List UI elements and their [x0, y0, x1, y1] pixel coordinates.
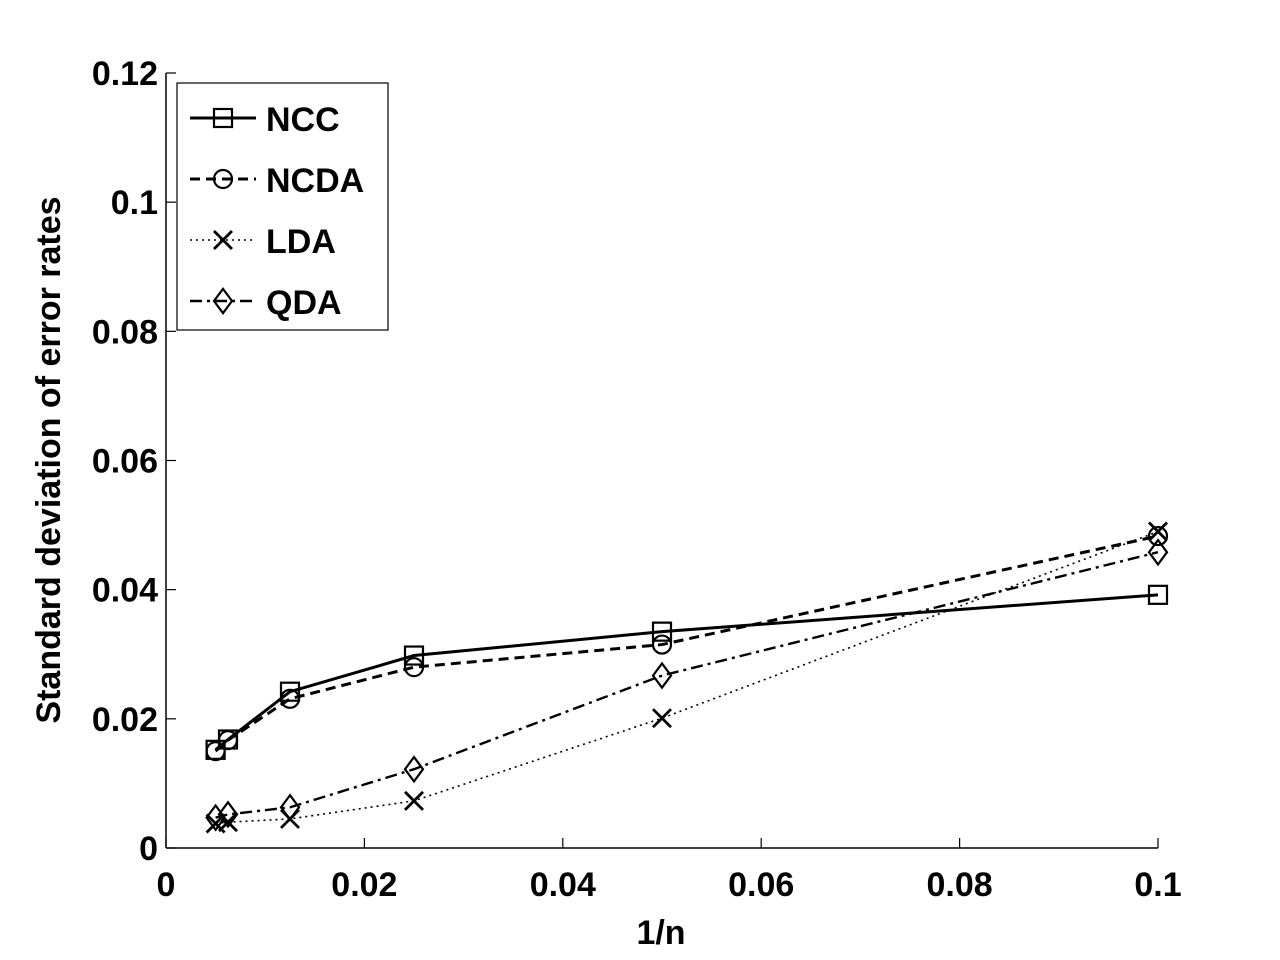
series-ncda	[205, 525, 1169, 762]
legend: NCC NCDA LDA QDA	[176, 82, 389, 331]
marker-square	[651, 621, 673, 642]
legend-label: QDA	[266, 284, 342, 322]
marker-x	[213, 230, 233, 250]
y-tick-label: 0.02	[92, 701, 158, 739]
marker-circle	[651, 634, 673, 655]
x-axis-label: 1/n	[636, 914, 685, 952]
marker-diamond	[651, 661, 673, 690]
marker-square	[403, 645, 425, 666]
y-tick-label: 0.06	[92, 443, 158, 481]
marker-x	[652, 708, 672, 729]
series-layer	[205, 521, 1169, 834]
marker-square	[279, 681, 301, 702]
series-line	[214, 593, 1159, 751]
y-tick-label: 0.12	[92, 55, 158, 93]
legend-item-lda: LDA	[190, 223, 336, 261]
marker-diamond	[1147, 538, 1169, 567]
legend-item-ncc: NCC	[190, 101, 340, 139]
legend-label: LDA	[266, 223, 336, 261]
y-tick-label: 0.04	[92, 572, 158, 610]
marker-diamond	[279, 793, 301, 822]
x-tick-label: 0.08	[927, 866, 993, 904]
legend-box	[176, 82, 389, 331]
series-lda	[205, 521, 1168, 834]
x-tick-label: 0	[157, 866, 176, 904]
marker-circle	[403, 657, 425, 678]
x-tick-label: 0.02	[331, 866, 397, 904]
marker-circle	[279, 688, 301, 709]
marker-x	[404, 790, 424, 811]
plot-axes: 0 0.02 0.04 0.06 0.08 0.1 0 0.02 0.04 0.06 0.08 0.1…	[92, 55, 1182, 904]
y-tick-label: 0.1	[111, 184, 158, 222]
series-line	[215, 551, 1159, 819]
marker-circle	[217, 730, 239, 751]
marker-circle	[205, 741, 226, 762]
legend-label: NCDA	[266, 162, 364, 200]
x-tick-label: 0.1	[1134, 866, 1181, 904]
y-tick-label: 0	[139, 830, 158, 868]
x-tick-label: 0.04	[530, 866, 596, 904]
y-axis-label: Standard deviation of error rates	[30, 196, 68, 723]
marker-diamond	[205, 803, 226, 832]
marker-square	[212, 107, 234, 129]
series-line	[215, 530, 1159, 825]
series-line	[214, 534, 1159, 753]
marker-x	[1148, 521, 1168, 542]
y-tick-label: 0.08	[92, 313, 158, 351]
marker-diamond	[217, 800, 239, 829]
x-tick-label: 0.06	[728, 866, 794, 904]
series-ncc	[205, 584, 1169, 760]
marker-diamond	[403, 755, 425, 784]
legend-item-qda: QDA	[190, 284, 342, 322]
marker-circle	[212, 168, 234, 190]
marker-square	[1147, 584, 1169, 605]
legend-item-ncda: NCDA	[190, 162, 364, 200]
marker-circle	[1147, 525, 1169, 547]
marker-diamond	[212, 287, 234, 315]
series-qda	[205, 538, 1169, 832]
legend-label: NCC	[266, 101, 340, 139]
